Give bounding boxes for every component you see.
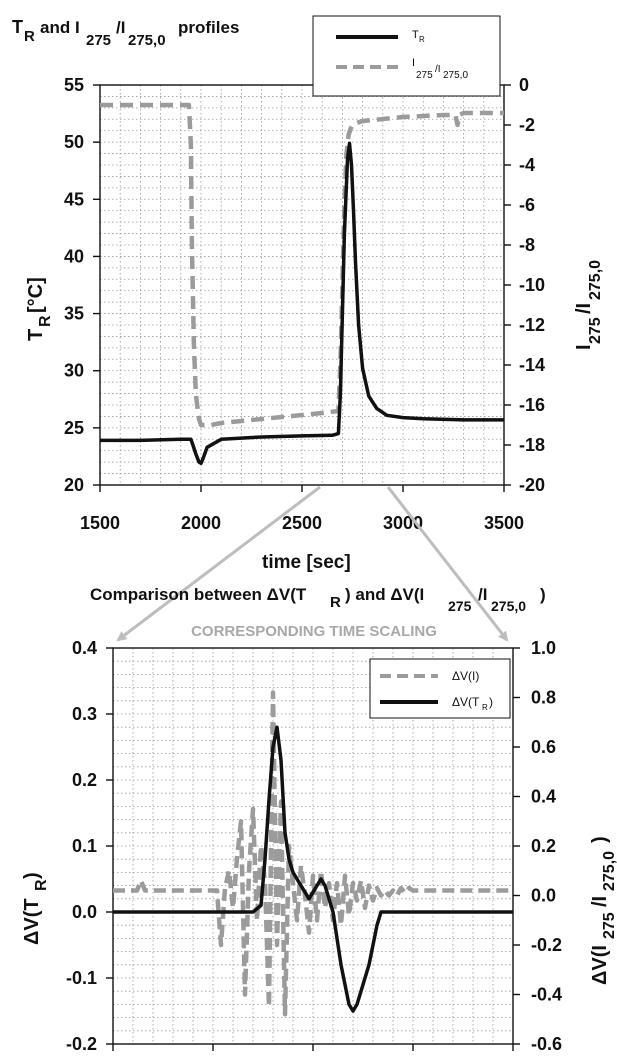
chart-delta-v-comparison: -0.2 -0.1 0.0 0.1 0.2 0.3 0.4 -0.6 -0.4 -0.2 0.0 0.… bbox=[21, 638, 617, 1054]
svg-text:ΔV(T: ΔV(T bbox=[21, 898, 43, 945]
svg-text:275,0: 275,0 bbox=[443, 70, 468, 81]
y-tick-label-right: -8 bbox=[519, 235, 535, 255]
y-tick-label-right: 0.4 bbox=[531, 787, 556, 807]
svg-text:/I: /I bbox=[589, 896, 611, 907]
y-tick-label-right: 0.8 bbox=[531, 688, 556, 708]
arrow-right bbox=[386, 486, 509, 642]
y-tick-label-left: 25 bbox=[64, 418, 84, 438]
legend: T R I 275 /I 275,0 bbox=[312, 15, 501, 97]
x-axis-label: time [sec] bbox=[262, 552, 351, 573]
y-tick-label-right: -12 bbox=[519, 315, 545, 335]
svg-text:[°C]: [°C] bbox=[25, 277, 47, 313]
x-tick-label: 2500 bbox=[282, 513, 322, 533]
svg-text:): ) bbox=[21, 872, 43, 879]
y-tick-label-left: 20 bbox=[64, 475, 84, 495]
y-tick-label-right: -4 bbox=[519, 155, 535, 175]
y-axis-label-right: I 275 /I 275,0 bbox=[573, 260, 604, 350]
svg-text:275: 275 bbox=[416, 70, 433, 81]
y-tick-label-right: -10 bbox=[519, 275, 545, 295]
y-tick-label-left: 0.3 bbox=[72, 704, 97, 724]
svg-text:R: R bbox=[482, 703, 488, 712]
y-tick-label-right: 0.6 bbox=[531, 737, 556, 757]
y-tick-label-right: -6 bbox=[519, 195, 535, 215]
y-tick-label-left: -0.2 bbox=[66, 1034, 97, 1054]
svg-text:275: 275 bbox=[448, 598, 472, 614]
x-tick-label: 2000 bbox=[181, 513, 221, 533]
svg-text:T: T bbox=[12, 17, 23, 37]
legend-label-dv-i: ΔV(I) bbox=[452, 669, 479, 683]
legend-2: ΔV(I) ΔV(T R ) bbox=[369, 658, 511, 719]
legend-label-intensity: I bbox=[412, 57, 415, 69]
x-tick-label: 1500 bbox=[80, 513, 120, 533]
svg-text:R: R bbox=[33, 879, 50, 891]
y-tick-label-left: 45 bbox=[64, 189, 84, 209]
y-axis-label-right-2: ΔV(I 275 /I 275,0 ) bbox=[589, 836, 617, 985]
y-axis-label-left: T R [°C] bbox=[25, 277, 54, 341]
svg-text:275: 275 bbox=[587, 317, 604, 344]
svg-text:275,0: 275,0 bbox=[601, 851, 617, 891]
svg-text:R: R bbox=[419, 35, 425, 44]
y-tick-label-left: 0.2 bbox=[72, 770, 97, 790]
svg-text:): ) bbox=[489, 695, 493, 709]
y-tick-label-left: 55 bbox=[64, 75, 84, 95]
y-tick-label-right: 0.0 bbox=[531, 886, 556, 906]
svg-text:275,0: 275,0 bbox=[491, 598, 526, 614]
legend-label-dv-tr: ΔV(T bbox=[452, 695, 480, 709]
y-tick-label-right: -0.4 bbox=[531, 985, 562, 1005]
y-tick-label-left: 30 bbox=[64, 361, 84, 381]
legend-label-tr: T bbox=[412, 29, 419, 41]
series-line-dv-intensity bbox=[113, 690, 513, 1017]
x-tick-label: 3500 bbox=[484, 513, 524, 533]
chart-temperature-intensity: 1500 2000 2500 3000 35002025303540455055-20-… bbox=[12, 15, 604, 573]
y-tick-label-right: -16 bbox=[519, 395, 545, 415]
y-tick-label-right: -14 bbox=[519, 355, 545, 375]
svg-text:275,0: 275,0 bbox=[128, 32, 166, 49]
svg-text:Comparison between ΔV(T: Comparison between ΔV(T bbox=[90, 585, 307, 604]
svg-text:/I: /I bbox=[116, 18, 125, 37]
y-tick-label-right: -20 bbox=[519, 475, 545, 495]
time-scaling-note: CORRESPONDING TIME SCALING bbox=[191, 623, 437, 640]
chart-title: T R and I 275 /I 275,0 profiles bbox=[12, 17, 239, 49]
y-tick-label-left: 50 bbox=[64, 132, 84, 152]
svg-text:275: 275 bbox=[86, 32, 111, 49]
svg-text:profiles: profiles bbox=[178, 18, 239, 37]
y-tick-label-left: 0.1 bbox=[72, 836, 97, 856]
series-line-temperature bbox=[100, 141, 504, 466]
svg-text:and I: and I bbox=[40, 18, 80, 37]
y-tick-label-left: 35 bbox=[64, 304, 84, 324]
svg-text:R: R bbox=[37, 315, 54, 327]
y-axis-label-left-2: ΔV(T R ) bbox=[21, 872, 50, 945]
y-tick-label-left: 40 bbox=[64, 246, 84, 266]
svg-text:): ) bbox=[589, 836, 611, 843]
svg-text:I: I bbox=[573, 344, 595, 350]
y-tick-label-left: 0.0 bbox=[72, 902, 97, 922]
time-scaling-arrows bbox=[116, 485, 509, 642]
chart2-title: Comparison between ΔV(T R ) and ΔV(I 275… bbox=[90, 585, 546, 614]
svg-text:R: R bbox=[24, 28, 35, 45]
svg-text:): ) bbox=[540, 585, 546, 604]
y-tick-label-right: 1.0 bbox=[531, 638, 556, 658]
svg-text:T: T bbox=[25, 329, 47, 341]
y-tick-label-left: 0.4 bbox=[72, 638, 97, 658]
svg-text:ΔV(I: ΔV(I bbox=[589, 945, 611, 985]
y-tick-label-left: -0.1 bbox=[66, 968, 97, 988]
svg-text:/I: /I bbox=[478, 585, 487, 604]
y-tick-label-right: 0.2 bbox=[531, 836, 556, 856]
arrow-left bbox=[116, 485, 321, 642]
y-tick-label-right: -2 bbox=[519, 115, 535, 135]
y-tick-label-right: 0 bbox=[519, 75, 529, 95]
y-tick-label-right: -0.6 bbox=[531, 1034, 562, 1054]
svg-text:275,0: 275,0 bbox=[587, 260, 604, 300]
svg-text:) and ΔV(I: ) and ΔV(I bbox=[345, 585, 424, 604]
svg-text:/I: /I bbox=[573, 303, 595, 314]
svg-text:275: 275 bbox=[601, 912, 617, 939]
svg-text:/I: /I bbox=[435, 64, 441, 75]
y-tick-label-right: -18 bbox=[519, 435, 545, 455]
y-tick-label-right: -0.2 bbox=[531, 935, 562, 955]
svg-text:R: R bbox=[330, 594, 341, 611]
series-line-dv-temperature bbox=[113, 725, 513, 1013]
